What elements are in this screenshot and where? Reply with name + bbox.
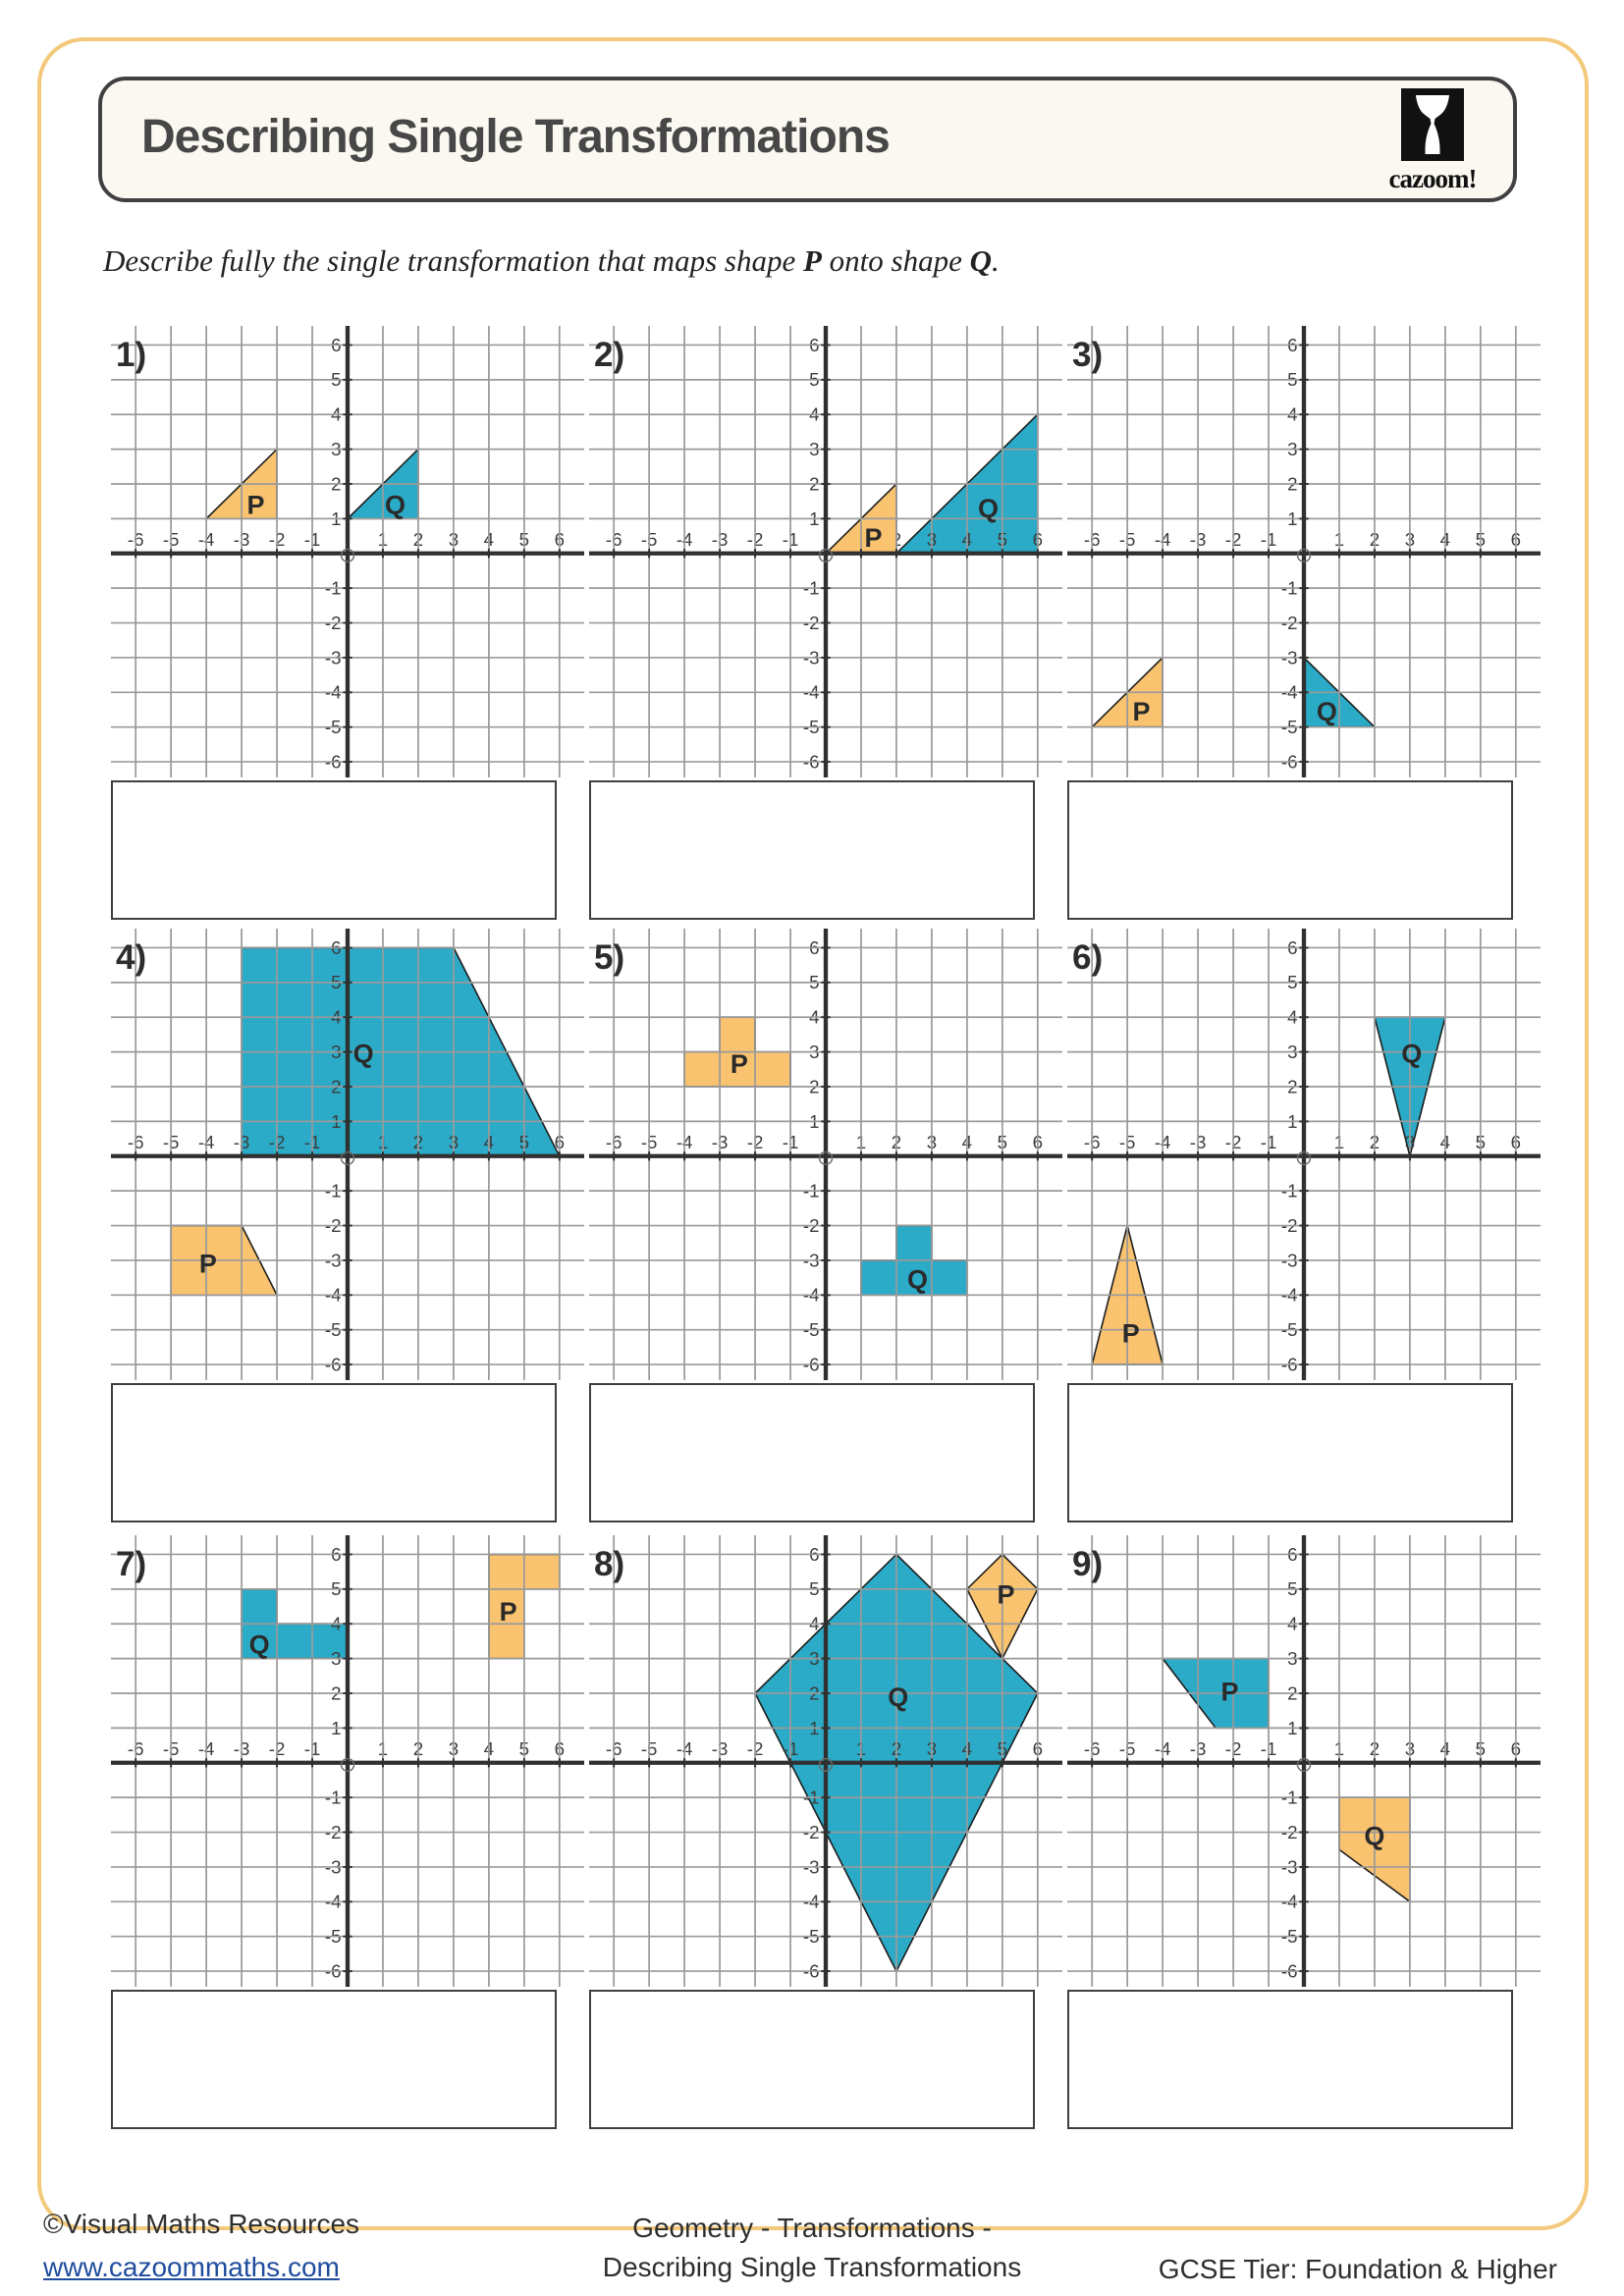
- svg-text:Q: Q: [385, 491, 406, 520]
- answer-box-9: [1067, 1990, 1513, 2129]
- question-panel-5: -6-6-5-5-4-4-3-3-2-2-1-1112233445566PQ 5…: [557, 929, 1062, 1529]
- svg-text:P: P: [1122, 1319, 1140, 1349]
- question-panel-3: -6-6-5-5-4-4-3-3-2-2-1-1112233445566PQ 3…: [1035, 326, 1541, 927]
- grid-svg: -6-6-5-5-4-4-3-3-2-2-1-1112233445566PQ: [1067, 929, 1541, 1380]
- svg-text:P: P: [865, 523, 883, 553]
- question-number-1: 1): [116, 336, 147, 374]
- answer-box-6: [1067, 1383, 1513, 1522]
- svg-text:Q: Q: [907, 1265, 928, 1295]
- grid-plot-4: -6-6-5-5-4-4-3-3-2-2-1-1112233445566PQ: [111, 929, 584, 1380]
- svg-text:P: P: [199, 1250, 217, 1279]
- svg-text:Q: Q: [1401, 1040, 1422, 1069]
- topic-line-2: Describing Single Transformations: [602, 2252, 1022, 2282]
- answer-box-1: [111, 780, 557, 920]
- question-panel-9: -6-6-5-5-4-4-3-3-2-2-1-1112233445566PQ 9…: [1035, 1535, 1541, 2136]
- svg-text:Q: Q: [1317, 697, 1337, 726]
- instruction-q: Q: [969, 243, 992, 278]
- instruction-between: onto shape: [821, 243, 970, 278]
- question-number-3: 3): [1072, 336, 1104, 374]
- page-border: [37, 37, 1589, 2230]
- footer-left: ©Visual Maths Resources www.cazoommaths.…: [43, 2209, 359, 2283]
- grid-svg: -6-6-5-5-4-4-3-3-2-2-1-1112233445566PQ: [111, 1535, 584, 1987]
- svg-text:Q: Q: [353, 1040, 374, 1069]
- grid-svg: -6-6-5-5-4-4-3-3-2-2-1-1112233445566PQ: [589, 326, 1062, 777]
- instruction-before: Describe fully the single transformation…: [103, 243, 803, 278]
- question-number-2: 2): [594, 336, 625, 374]
- svg-text:Q: Q: [888, 1682, 908, 1712]
- question-number-5: 5): [594, 938, 625, 977]
- topic-line-1: Geometry - Transformations -: [632, 2213, 992, 2243]
- origin-marker: [1296, 1757, 1312, 1772]
- grid-plot-6: -6-6-5-5-4-4-3-3-2-2-1-1112233445566PQ: [1067, 929, 1541, 1380]
- grid-svg: -6-6-5-5-4-4-3-3-2-2-1-1112233445566PQ: [111, 326, 584, 777]
- grid-svg: -6-6-5-5-4-4-3-3-2-2-1-1112233445566PQ: [589, 929, 1062, 1380]
- question-panel-7: -6-6-5-5-4-4-3-3-2-2-1-1112233445566PQ 7…: [79, 1535, 584, 2136]
- svg-text:P: P: [1133, 697, 1151, 726]
- answer-box-8: [589, 1990, 1035, 2129]
- grid-plot-7: -6-6-5-5-4-4-3-3-2-2-1-1112233445566PQ: [111, 1535, 584, 1987]
- origin-marker: [340, 1757, 355, 1772]
- grid-plot-5: -6-6-5-5-4-4-3-3-2-2-1-1112233445566PQ: [589, 929, 1062, 1380]
- origin-marker: [818, 548, 834, 562]
- grid-svg: -6-6-5-5-4-4-3-3-2-2-1-1112233445566PQ: [111, 929, 584, 1380]
- grid-plot-8: -6-6-5-5-4-4-3-3-2-2-1-1112233445566PQ: [589, 1535, 1062, 1987]
- svg-text:Q: Q: [1364, 1821, 1384, 1850]
- svg-text:P: P: [997, 1580, 1014, 1610]
- header: Describing Single Transformations cazoom…: [98, 77, 1517, 202]
- question-number-9: 9): [1072, 1545, 1104, 1583]
- brand-wordmark: cazoom!: [1388, 164, 1478, 193]
- grid-plot-9: -6-6-5-5-4-4-3-3-2-2-1-1112233445566PQ: [1067, 1535, 1541, 1987]
- svg-text:P: P: [246, 491, 264, 520]
- question-number-8: 8): [594, 1545, 625, 1583]
- instruction-p: P: [802, 243, 822, 278]
- footer-topic: Geometry - Transformations - Describing …: [419, 2209, 1205, 2287]
- copyright-text: ©Visual Maths Resources: [43, 2209, 360, 2239]
- instruction-after: .: [991, 243, 1000, 278]
- origin-marker: [1296, 1150, 1312, 1165]
- answer-box-3: [1067, 780, 1513, 920]
- grid-plot-1: -6-6-5-5-4-4-3-3-2-2-1-1112233445566PQ: [111, 326, 584, 777]
- answer-box-4: [111, 1383, 557, 1522]
- origin-marker: [340, 1150, 355, 1165]
- question-panel-1: -6-6-5-5-4-4-3-3-2-2-1-1112233445566PQ 1…: [79, 326, 584, 927]
- question-panel-2: -6-6-5-5-4-4-3-3-2-2-1-1112233445566PQ 2…: [557, 326, 1062, 927]
- question-number-4: 4): [116, 938, 147, 977]
- svg-text:Q: Q: [249, 1630, 270, 1660]
- grid-svg: -6-6-5-5-4-4-3-3-2-2-1-1112233445566PQ: [589, 1535, 1062, 1987]
- grid-plot-2: -6-6-5-5-4-4-3-3-2-2-1-1112233445566PQ: [589, 326, 1062, 777]
- question-panel-6: -6-6-5-5-4-4-3-3-2-2-1-1112233445566PQ 6…: [1035, 929, 1541, 1529]
- grid-plot-3: -6-6-5-5-4-4-3-3-2-2-1-1112233445566PQ: [1067, 326, 1541, 777]
- page-title: Describing Single Transformations: [141, 111, 891, 163]
- cazoom-logo: cazoom!: [1374, 88, 1491, 194]
- origin-marker: [818, 1757, 834, 1772]
- origin-marker: [1296, 548, 1312, 562]
- footer-tier: GCSE Tier: Foundation & Higher: [1158, 2254, 1557, 2284]
- svg-text:Q: Q: [978, 494, 999, 523]
- question-panel-8: -6-6-5-5-4-4-3-3-2-2-1-1112233445566PQ 8…: [557, 1535, 1062, 2136]
- answer-box-5: [589, 1383, 1035, 1522]
- question-panel-4: -6-6-5-5-4-4-3-3-2-2-1-1112233445566PQ 4…: [79, 929, 584, 1529]
- instruction-text: Describe fully the single transformation…: [103, 243, 1000, 279]
- djembe-drum-icon: [1401, 88, 1464, 161]
- svg-text:P: P: [1220, 1678, 1238, 1707]
- svg-text:P: P: [500, 1597, 517, 1627]
- cazoom-link[interactable]: www.cazoommaths.com: [43, 2252, 340, 2282]
- origin-marker: [818, 1150, 834, 1165]
- question-number-6: 6): [1072, 938, 1104, 977]
- answer-box-7: [111, 1990, 557, 2129]
- question-number-7: 7): [116, 1545, 147, 1583]
- answer-box-2: [589, 780, 1035, 920]
- svg-text:P: P: [731, 1049, 748, 1079]
- grid-svg: -6-6-5-5-4-4-3-3-2-2-1-1112233445566PQ: [1067, 326, 1541, 777]
- grid-svg: -6-6-5-5-4-4-3-3-2-2-1-1112233445566PQ: [1067, 1535, 1541, 1987]
- origin-marker: [340, 548, 355, 562]
